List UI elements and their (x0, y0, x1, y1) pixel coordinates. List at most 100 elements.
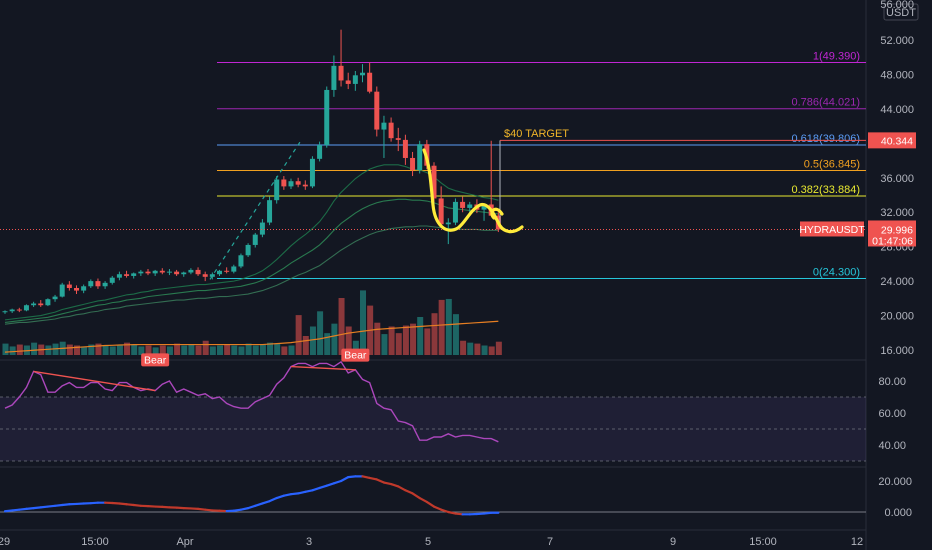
volume-bar (309, 326, 316, 355)
macd-line-segment (390, 483, 400, 488)
fib-level-label: 1(49.390) (813, 50, 860, 62)
volume-bar (445, 298, 452, 355)
volume-bar (145, 345, 152, 355)
candle-body (259, 222, 265, 235)
candle-body (174, 271, 180, 275)
candle-body (202, 274, 208, 277)
price-tick-label: 24.000 (880, 276, 914, 288)
candlesticks (2, 29, 501, 314)
volume-bar (374, 322, 381, 355)
time-tick-label: 5 (425, 536, 431, 548)
macd-line-segment (39, 505, 50, 509)
candle-body (238, 255, 244, 267)
macd-line-segment (482, 511, 493, 515)
candle-body (102, 282, 108, 287)
macd-line-segment (61, 503, 71, 507)
volume-bar (267, 342, 274, 355)
time-tick-label: 15:00 (81, 536, 109, 548)
rsi-tick-label: 40.00 (878, 440, 906, 452)
candle-body (31, 303, 37, 306)
volume-bar (209, 346, 216, 355)
volume-bar (138, 346, 145, 355)
symbol-tag (800, 221, 864, 237)
currency-button[interactable]: USDT (883, 3, 919, 21)
volume-bar (495, 341, 502, 355)
candle-body (481, 204, 487, 210)
volume-bar (438, 299, 445, 355)
macd-line-segment (418, 496, 428, 504)
macd-indicator (0, 475, 866, 516)
moving-average-line (4, 164, 499, 321)
candle-body (23, 305, 29, 311)
currency-button-label[interactable]: USDT (886, 7, 916, 19)
candle-body (166, 271, 172, 273)
macd-line-segment (239, 507, 250, 511)
volume-bar (159, 345, 166, 355)
macd-line-segment (440, 508, 450, 514)
macd-line-segment (125, 503, 135, 507)
last-price-tag-label: 29.996 (881, 224, 913, 236)
macd-line-segment (53, 503, 64, 507)
volume-bar (452, 314, 459, 355)
candle-body (181, 272, 187, 275)
macd-line-segment (311, 486, 321, 492)
volume-ma-line (4, 320, 499, 353)
candle-body (324, 89, 330, 146)
macd-line-segment (32, 506, 42, 510)
volume-bar (195, 345, 202, 355)
macd-line-segment (404, 489, 414, 495)
time-tick-label: 12 (851, 536, 863, 548)
macd-line-segment (454, 512, 464, 516)
macd-line-segment (304, 489, 314, 493)
macd-tick-label: 20.000 (878, 476, 912, 488)
time-tick-label: 7 (547, 536, 553, 548)
volume-bar (474, 343, 481, 355)
moving-average-line (4, 225, 499, 325)
candle-body (45, 299, 51, 306)
candle-body (66, 284, 72, 288)
volume-bar (124, 342, 131, 355)
volume-bar (317, 311, 324, 355)
candle-body (38, 303, 44, 306)
price-tick-label: 20.000 (880, 311, 914, 323)
currency-button-frame[interactable] (883, 3, 919, 21)
candle-body (417, 144, 423, 171)
macd-line-segment (247, 504, 257, 510)
volume-bar (2, 343, 9, 355)
volume-bar (460, 340, 467, 355)
price-tick-label: 52.000 (880, 35, 914, 47)
target-annotation: $40 TARGET (504, 128, 569, 140)
candle-body (74, 288, 79, 291)
volume-bar (74, 345, 80, 355)
macd-line-segment (268, 496, 278, 503)
candle-body (159, 270, 165, 273)
candle-body (231, 266, 237, 272)
macd-line-segment (18, 507, 28, 511)
volume-bar (81, 346, 88, 355)
last-price-tag (868, 220, 916, 247)
volume-bar (102, 345, 109, 355)
volume-bar (388, 326, 395, 355)
volume-bar (109, 346, 116, 355)
fib-level-label: 0.382(33.884) (792, 184, 861, 196)
volume-bar (131, 344, 138, 355)
fib-level-label: 0(24.300) (813, 267, 860, 279)
candle-body (217, 270, 222, 275)
candle-body (309, 158, 315, 187)
macd-line-segment (297, 490, 307, 495)
macd-line-segment (332, 479, 343, 485)
volume-bar (410, 323, 417, 355)
volume-bar (166, 346, 173, 355)
rsi-divergence-line (33, 370, 156, 392)
fibonacci-retracement: 1(49.390) 0.786(44.021) 0.618(39.806) 0.5(3… (217, 50, 866, 280)
price-tick-label: 32.000 (880, 207, 914, 219)
candle-body (402, 139, 408, 158)
candle-body (95, 281, 101, 287)
candle-body (109, 277, 115, 283)
rsi-pane (0, 396, 866, 462)
volume-bar (274, 343, 281, 355)
macd-line-segment (275, 494, 285, 500)
candle-body (59, 284, 65, 297)
candle-body (445, 222, 451, 225)
candle-body (52, 296, 58, 300)
